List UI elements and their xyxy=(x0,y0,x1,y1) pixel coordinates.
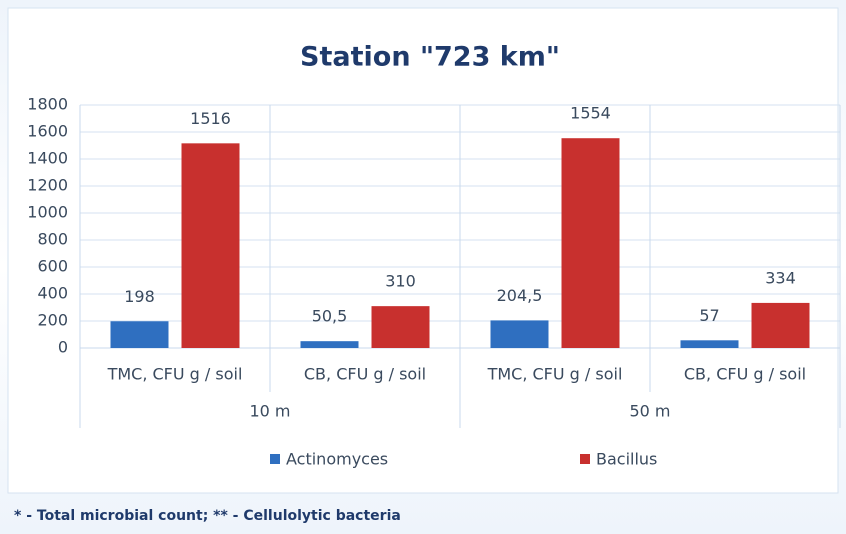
data-label: 50,5 xyxy=(312,307,348,326)
legend-label: Actinomyces xyxy=(286,450,388,469)
x-tick-label: CB, CFU g / soil xyxy=(304,365,426,384)
y-tick-label: 1800 xyxy=(27,95,68,114)
bar xyxy=(371,306,430,348)
y-tick-label: 1200 xyxy=(27,176,68,195)
data-label: 1516 xyxy=(190,109,231,128)
bar xyxy=(561,138,620,348)
legend-swatch xyxy=(270,454,280,464)
data-label: 310 xyxy=(385,272,416,291)
data-label: 1554 xyxy=(570,104,611,123)
x-tick-label: TMC, CFU g / soil xyxy=(107,365,243,384)
x-tick-label: TMC, CFU g / soil xyxy=(487,365,623,384)
y-tick-label: 1600 xyxy=(27,122,68,141)
bar xyxy=(181,143,240,348)
y-tick-label: 800 xyxy=(37,230,68,249)
y-tick-label: 600 xyxy=(37,257,68,276)
bar xyxy=(110,321,169,348)
y-tick-label: 1400 xyxy=(27,149,68,168)
chart-title: Station "723 km" xyxy=(300,42,560,73)
x-tick-label: CB, CFU g / soil xyxy=(684,365,806,384)
y-tick-label: 200 xyxy=(37,311,68,330)
bar xyxy=(490,320,549,348)
y-tick-label: 1000 xyxy=(27,203,68,222)
data-label: 204,5 xyxy=(497,286,543,305)
data-label: 198 xyxy=(124,287,155,306)
y-tick-label: 400 xyxy=(37,284,68,303)
y-tick-label: 0 xyxy=(58,338,68,357)
bar xyxy=(751,302,810,348)
legend-label: Bacillus xyxy=(596,450,657,469)
footnote: * - Total microbial count; ** - Cellulol… xyxy=(14,508,401,524)
bar xyxy=(300,341,359,348)
group-label: 10 m xyxy=(249,402,290,421)
chart-area xyxy=(7,7,839,494)
legend-swatch xyxy=(580,454,590,464)
group-label: 50 m xyxy=(629,402,670,421)
data-label: 334 xyxy=(765,268,796,287)
bar xyxy=(680,340,739,348)
data-label: 57 xyxy=(699,306,719,325)
